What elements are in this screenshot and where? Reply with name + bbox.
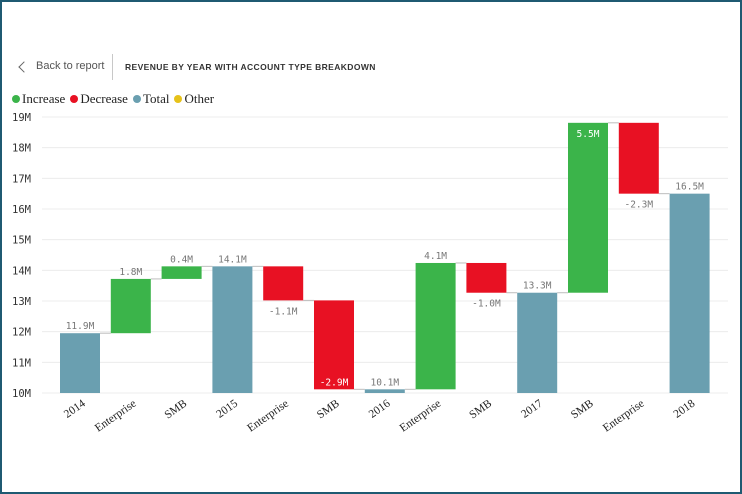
- bar-total: [364, 389, 405, 393]
- legend-dot-icon: [12, 95, 20, 103]
- y-axis: 10M 11M 12M 13M 14M 15M 16M 17M 18M 19M: [12, 112, 31, 400]
- x-tick-label: 2018: [672, 397, 698, 420]
- y-tick-label: 12M: [12, 327, 31, 339]
- data-label: 4.1M: [424, 251, 447, 262]
- y-tick-label: 14M: [12, 265, 31, 277]
- legend-label: Decrease: [80, 91, 128, 106]
- legend-item-decrease[interactable]: Decrease: [70, 91, 128, 107]
- bar-decrease: [618, 122, 659, 194]
- legend-dot-icon: [70, 95, 79, 103]
- x-tick-label: SMB: [315, 397, 342, 421]
- data-label: -1.1M: [269, 306, 298, 317]
- data-label: 10.1M: [370, 377, 399, 388]
- x-axis: 2014 Enterprise SMB 2015 Enterprise SMB 2016 En…: [62, 397, 698, 434]
- x-tick-label: SMB: [163, 397, 190, 421]
- data-label: -2.3M: [624, 200, 653, 211]
- bar-total: [669, 193, 710, 393]
- legend-label: Other: [184, 91, 215, 106]
- data-label: 5.5M: [577, 129, 600, 140]
- legend-item-increase[interactable]: Increase: [12, 91, 65, 107]
- y-tick-label: 10M: [12, 388, 31, 400]
- y-tick-label: 11M: [12, 357, 31, 369]
- data-label: -1.0M: [472, 299, 501, 310]
- chart-legend: Increase Decrease Total Other: [12, 91, 219, 107]
- data-label: 13.3M: [523, 281, 552, 292]
- legend-label: Increase: [22, 91, 66, 106]
- data-label: 16.5M: [675, 182, 704, 193]
- bar-decrease: [263, 266, 304, 301]
- x-tick-label: 2014: [62, 397, 88, 420]
- y-tick-label: 15M: [12, 235, 31, 247]
- connectors: [100, 122, 670, 390]
- legend-dot-icon: [132, 95, 141, 103]
- header-divider: [112, 54, 113, 80]
- x-tick-label: 2017: [519, 397, 545, 420]
- bar-increase: [568, 122, 608, 293]
- bar-decrease: [466, 262, 507, 293]
- data-label: 11.9M: [66, 321, 95, 332]
- y-tick-label: 18M: [12, 143, 31, 155]
- header: Back to report REVENUE BY YEAR WITH ACCO…: [0, 52, 742, 82]
- x-tick-label: SMB: [569, 397, 596, 421]
- data-label: 14.1M: [218, 254, 247, 265]
- legend-dot-icon: [174, 95, 183, 103]
- x-tick-label: Enterprise: [245, 398, 291, 435]
- y-tick-label: 13M: [12, 296, 31, 308]
- y-tick-label: 16M: [12, 204, 31, 216]
- y-tick-label: 17M: [12, 173, 31, 185]
- x-tick-label: 2015: [214, 397, 240, 420]
- x-tick-label: Enterprise: [601, 398, 647, 435]
- bar-total: [60, 333, 100, 393]
- bar-total: [517, 292, 558, 393]
- bar-increase: [110, 278, 151, 334]
- bar-increase: [161, 266, 202, 279]
- x-tick-label: Enterprise: [398, 398, 444, 435]
- y-tick-label: 19M: [12, 112, 31, 124]
- legend-item-total[interactable]: Total: [132, 91, 170, 107]
- page-title: REVENUE BY YEAR WITH ACCOUNT TYPE BREAKD…: [125, 62, 376, 72]
- x-tick-label: SMB: [467, 397, 494, 421]
- legend-label: Total: [142, 91, 170, 106]
- bar-increase: [415, 262, 456, 390]
- x-tick-label: Enterprise: [93, 398, 139, 435]
- bars: [60, 122, 710, 393]
- back-to-report-button[interactable]: Back to report: [18, 60, 105, 73]
- bar-decrease: [314, 300, 354, 390]
- legend-item-other[interactable]: Other: [174, 91, 214, 107]
- data-label: 1.8M: [119, 267, 142, 278]
- x-tick-label: 2016: [367, 397, 393, 420]
- data-label: 0.4M: [170, 254, 193, 265]
- back-to-report-label: Back to report: [36, 60, 105, 72]
- gridlines: [42, 116, 728, 394]
- data-label: -2.9M: [320, 377, 349, 388]
- data-labels: 11.9M 1.8M 0.4M 14.1M -1.1M -2.9M 10.1M 4.1M -1.…: [66, 129, 704, 388]
- bar-total: [212, 266, 253, 393]
